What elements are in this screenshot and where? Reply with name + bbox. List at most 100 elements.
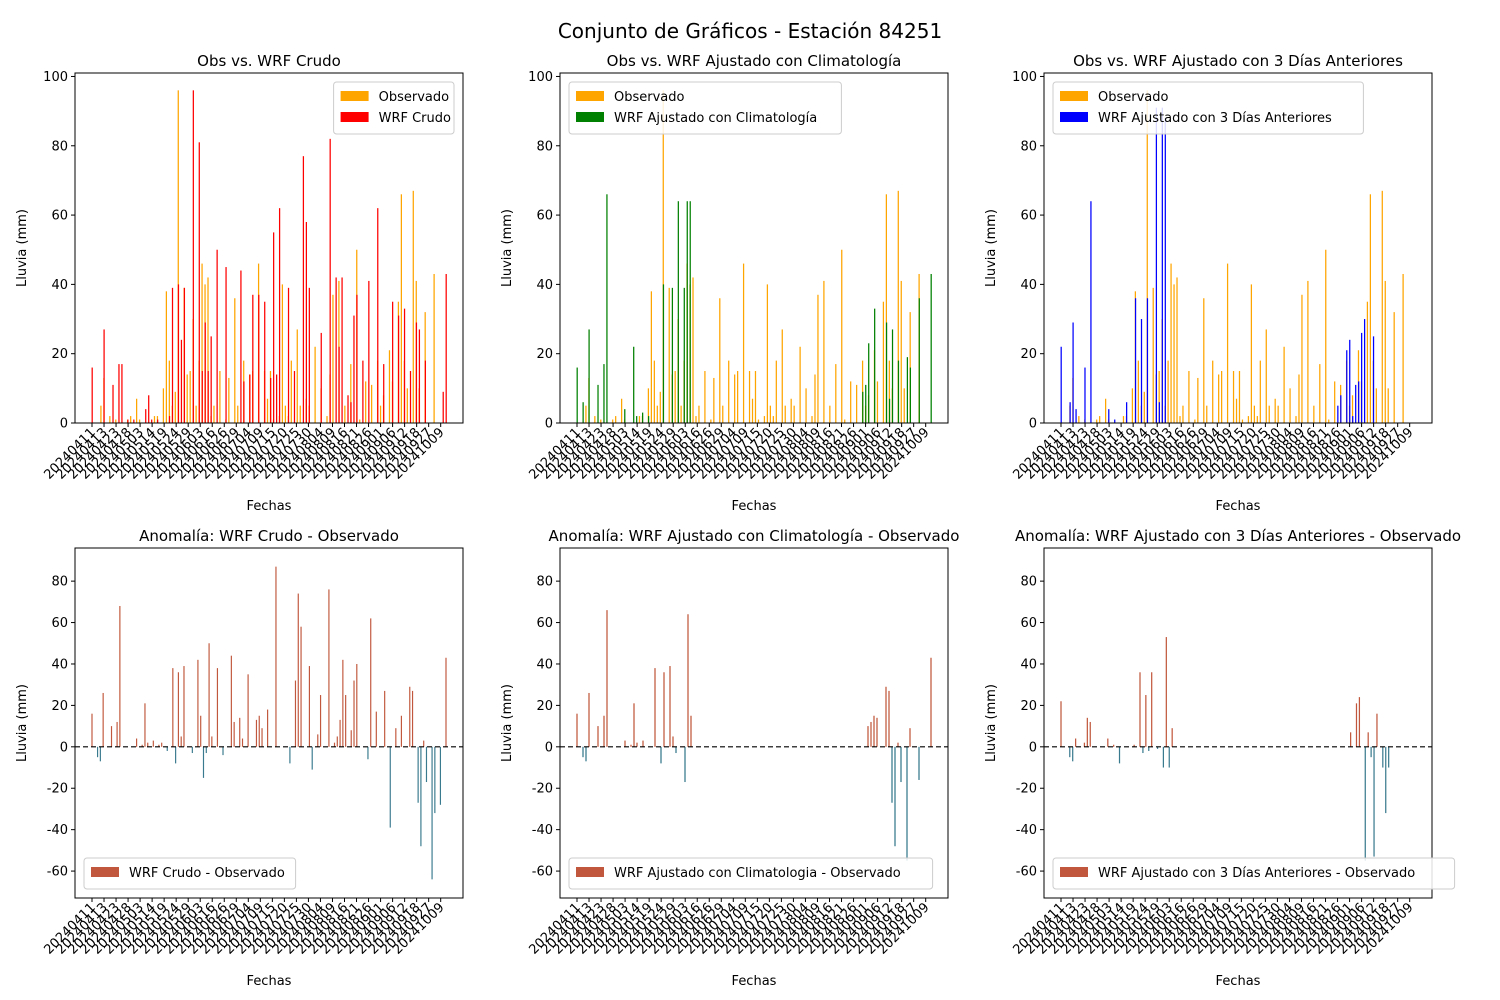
legend-swatch [1060,112,1088,122]
bar [636,416,638,423]
y-tick-label: -60 [1016,865,1037,880]
bar [1385,746,1387,814]
bar [799,346,801,423]
bar [1372,336,1375,423]
bar [906,746,908,861]
bar [903,388,905,423]
legend-box [83,857,297,890]
bar [1319,364,1321,423]
bar [897,742,899,747]
bar [742,263,745,423]
bar [1387,388,1389,423]
bar [1113,744,1115,747]
bar [1161,107,1163,424]
bar [624,409,626,423]
x-axis-label: Fechas [247,499,292,514]
bar [255,719,258,747]
bar [384,690,386,747]
legend-label: WRF Crudo - Observado [129,866,285,881]
bar [650,291,652,423]
bar [1384,280,1386,423]
bar [183,287,186,423]
bar [1089,721,1091,747]
bar [294,680,297,747]
bar [1146,90,1148,423]
bar [151,419,153,423]
bar [141,744,143,747]
bar [91,367,93,423]
bar [633,703,635,747]
bar [918,298,920,423]
bar [1265,329,1267,423]
bar [1090,201,1092,423]
series-1 [91,566,447,880]
bar [850,381,852,423]
legend: WRF Ajustado con Climatologia - Observad… [568,857,934,890]
bar [606,610,608,747]
bar [359,419,361,423]
bar [656,405,658,423]
bar [576,713,578,747]
chart-title: Obs vs. WRF Ajustado con Climatología [607,52,902,70]
bar [621,398,623,423]
bar [102,692,104,747]
bar [275,566,277,747]
bar [1358,697,1361,747]
bar [603,364,605,423]
bar [835,364,837,423]
bar [1259,360,1261,423]
y-axis-label: Lluvia (mm) [15,209,30,287]
bar [1105,398,1107,423]
bar [311,746,313,770]
bar [276,374,278,423]
bar [769,405,771,423]
bar [660,746,662,764]
bar [1156,746,1159,749]
bar [1328,419,1330,423]
bar [362,360,364,423]
bar [1274,398,1276,423]
bar [388,350,391,423]
legend: Observado WRF Ajustado con 3 Días Anterio… [1052,81,1364,135]
bar [734,374,736,423]
y-tick-label: 20 [51,347,68,362]
bar [805,388,807,423]
bar [659,391,661,423]
chart-title: Anomalía: WRF Ajustado con 3 Días Anteri… [1015,527,1461,545]
bar [152,740,154,747]
bar [671,287,674,423]
bar [296,329,298,423]
bar [168,416,171,423]
legend-box [1052,81,1364,135]
bar [1060,346,1062,423]
bar [909,728,911,747]
bar [356,663,358,747]
y-axis-label: Lluvia (mm) [984,684,999,762]
y-axis-label: Lluvia (mm) [500,209,515,287]
bar [633,346,635,423]
y-tick-label: 20 [1020,347,1037,362]
bar [326,416,328,423]
legend-swatch [1060,867,1088,877]
bar [397,315,400,423]
legend-swatch [576,112,604,122]
y-tick-label: 20 [1020,699,1037,714]
bar [654,668,656,747]
bar [868,343,870,423]
bar [817,294,819,423]
bar [597,726,599,747]
y-axis-label: Lluvia (mm) [15,684,30,762]
bar [264,301,266,423]
y-tick-label: 40 [1020,278,1037,293]
bar [195,405,197,423]
bar [662,90,664,423]
bar [338,346,340,423]
bar [308,666,310,747]
y-tick-label: 80 [51,575,68,590]
bar [207,371,209,423]
y-axis-label: Lluvia (mm) [500,684,515,762]
bar [411,690,414,747]
bar [713,377,715,423]
bar [161,742,163,747]
bar [1099,416,1101,423]
